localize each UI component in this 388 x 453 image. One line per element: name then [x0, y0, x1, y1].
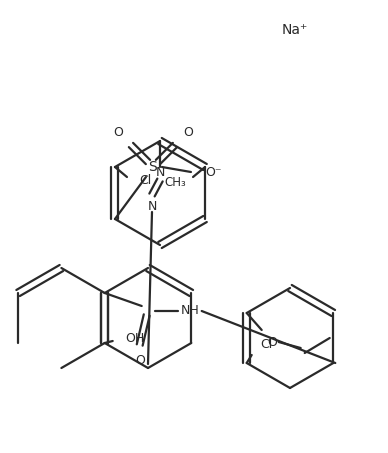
Text: O: O — [113, 125, 123, 139]
Text: O: O — [183, 125, 193, 139]
Text: N: N — [155, 167, 165, 179]
Text: NH: NH — [180, 304, 199, 318]
Text: Na⁺: Na⁺ — [282, 23, 308, 37]
Text: Cl: Cl — [261, 338, 273, 352]
Text: N: N — [147, 199, 157, 212]
Text: OH: OH — [125, 333, 144, 346]
Text: Cl: Cl — [139, 174, 151, 188]
Text: CH₃: CH₃ — [164, 177, 186, 189]
Text: O⁻: O⁻ — [206, 165, 222, 178]
Text: S: S — [149, 160, 158, 174]
Text: O: O — [267, 336, 277, 348]
Text: O: O — [135, 355, 145, 367]
